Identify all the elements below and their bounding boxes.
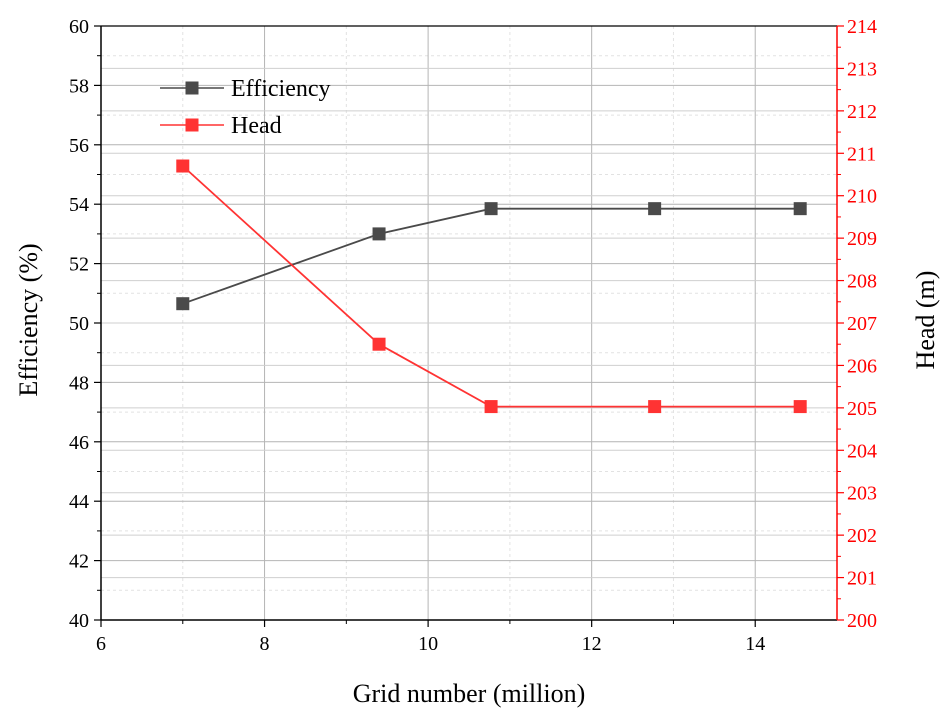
legend-head-marker: [185, 118, 199, 132]
data-point-head: [484, 400, 498, 414]
data-point-efficiency: [793, 202, 807, 216]
data-point-efficiency: [484, 202, 498, 216]
data-point-head: [176, 159, 190, 173]
x-axis-title: Grid number (million): [353, 679, 586, 708]
y2-tick-label: 209: [847, 228, 877, 250]
y-tick-label: 54: [69, 194, 89, 216]
y-axis-title: Efficiency (%): [14, 243, 43, 396]
y2-tick-label: 201: [847, 568, 877, 590]
y-tick-label: 44: [69, 491, 89, 513]
legend-efficiency-marker: [185, 81, 199, 95]
y-tick-label: 56: [69, 135, 89, 157]
series: [176, 159, 807, 414]
data-point-head: [648, 400, 662, 414]
legend-efficiency-label: Efficiency: [231, 76, 331, 102]
data-point-head: [372, 337, 386, 351]
y2-tick-label: 207: [847, 313, 877, 335]
y2-tick-label: 210: [847, 186, 877, 208]
legend: Efficiency Head: [160, 76, 331, 139]
y2-tick-label: 206: [847, 355, 877, 377]
axes: 6 8 10 12 14 40 42 44 46 48 50 52 54 56 58 60 200 201 202 2…: [69, 16, 877, 655]
y-tick-label: 40: [69, 610, 89, 632]
data-point-efficiency: [372, 227, 386, 241]
y-tick-label: 50: [69, 313, 89, 335]
y2-tick-label: 202: [847, 525, 877, 547]
y2-tick-label: 208: [847, 271, 877, 293]
y2-tick-label: 205: [847, 398, 877, 420]
data-point-efficiency: [648, 202, 662, 216]
y2-tick-label: 211: [847, 143, 876, 165]
y2-tick-label: 204: [847, 440, 877, 462]
y2-tick-label: 212: [847, 101, 877, 123]
y2-axis-title: Head (m): [911, 271, 940, 370]
series-line-efficiency: [182, 207, 801, 305]
data-point-head: [793, 400, 807, 414]
x-tick-label: 8: [260, 633, 270, 655]
x-tick-label: 10: [418, 633, 438, 655]
x-tick-label: 14: [745, 633, 765, 655]
y-tick-label: 48: [69, 372, 89, 394]
y-tick-label: 58: [69, 75, 89, 97]
y2-tick-label: 200: [847, 610, 877, 632]
y2-tick-label: 214: [847, 16, 877, 38]
y-tick-label: 42: [69, 551, 89, 573]
y-tick-label: 52: [69, 254, 89, 276]
grid-lines: [101, 26, 837, 620]
data-point-efficiency: [176, 297, 190, 311]
x-tick-label: 6: [96, 633, 106, 655]
y2-tick-label: 203: [847, 483, 877, 505]
series-line-head: [182, 165, 801, 408]
y2-tick-label: 213: [847, 58, 877, 80]
y-tick-label: 46: [69, 432, 89, 454]
y-tick-label: 60: [69, 16, 89, 38]
legend-head-label: Head: [231, 113, 282, 139]
x-tick-label: 12: [582, 633, 602, 655]
